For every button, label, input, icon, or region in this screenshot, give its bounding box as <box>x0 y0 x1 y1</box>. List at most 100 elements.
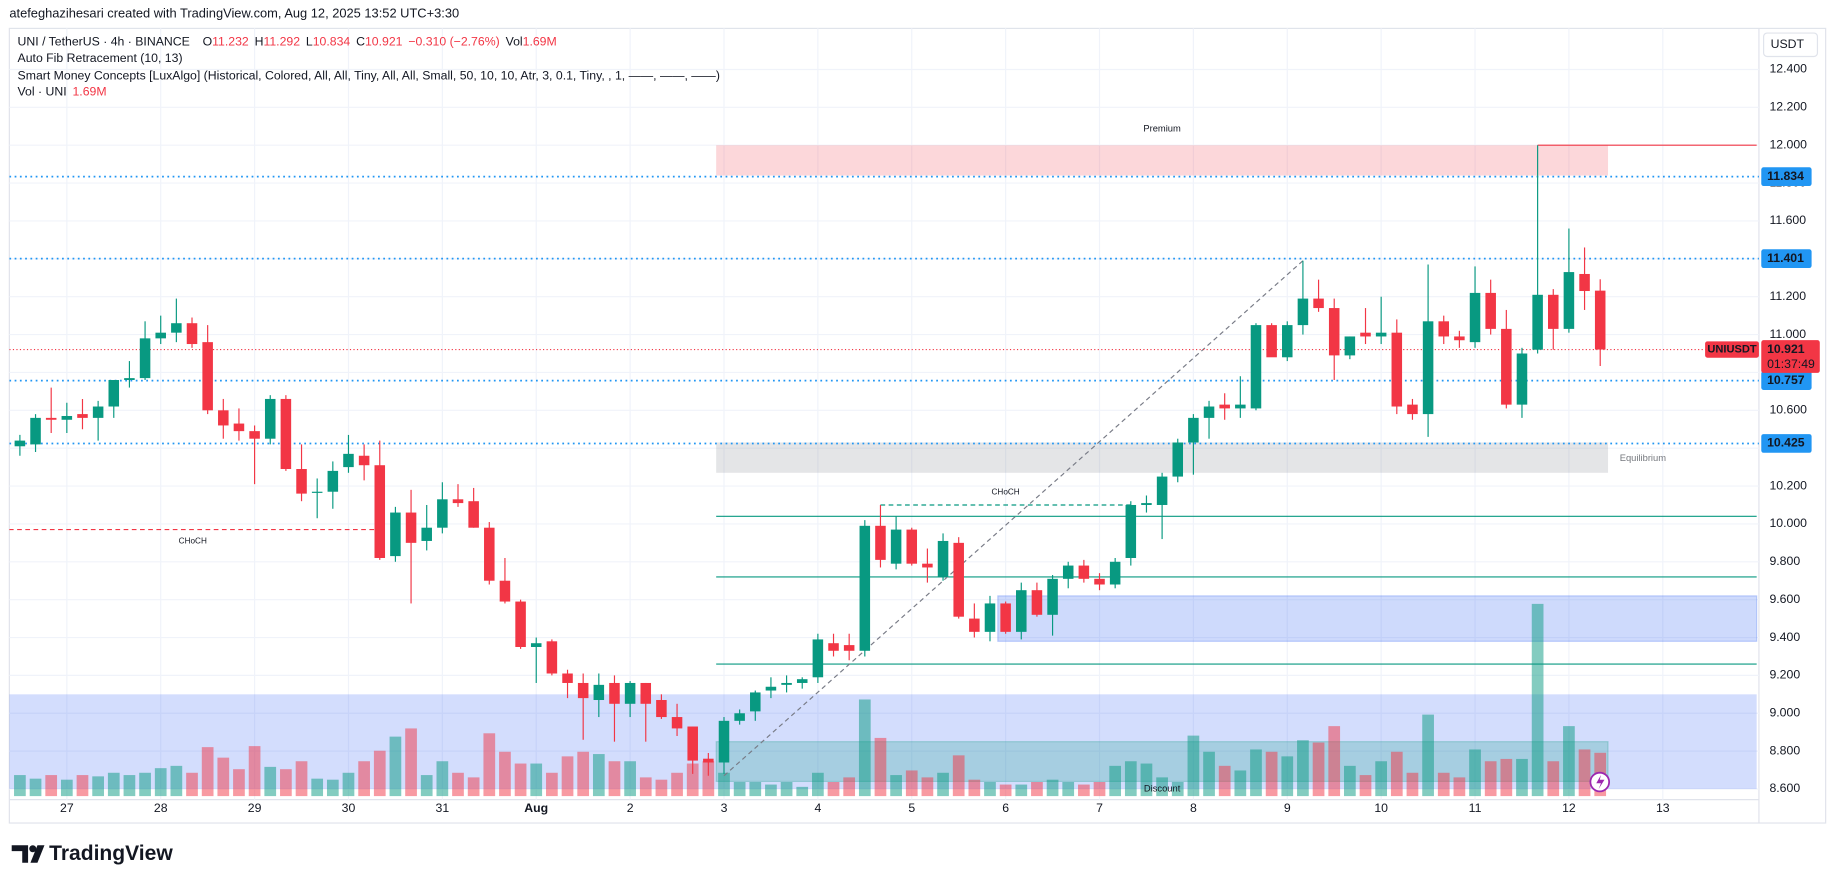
candle-body <box>358 455 370 466</box>
volume-bar <box>1437 772 1450 797</box>
candle-body <box>1516 353 1528 405</box>
volume-bar <box>561 756 574 797</box>
candle-body <box>1579 273 1590 292</box>
current-price-box <box>1761 340 1820 373</box>
volume-bar <box>1250 749 1262 797</box>
volume-bar <box>577 751 590 797</box>
volume-bar <box>1500 758 1513 797</box>
candle-body <box>1266 325 1277 358</box>
candle-body <box>1250 325 1262 409</box>
candle-body <box>1203 406 1215 418</box>
candle-body <box>1188 417 1199 443</box>
indicator[interactable]: Smart Money Concepts [LuxAlgo] (Historic… <box>18 69 720 83</box>
symbol[interactable]: UNI / TetherUS · 4h · BINANCE <box>18 35 190 49</box>
candle-body <box>640 682 652 704</box>
candle-body <box>1438 321 1450 337</box>
y-tick-label: 10.600 <box>1769 403 1807 417</box>
candle-body <box>937 540 949 577</box>
x-tick-label: 13 <box>1656 801 1670 815</box>
candle-body <box>703 758 714 763</box>
candle-body <box>374 465 386 558</box>
x-tick-label: 27 <box>60 801 74 815</box>
x-tick-label: 2 <box>627 801 634 815</box>
volume-bar <box>624 761 636 797</box>
volume-bar <box>1093 781 1106 797</box>
price-line-label: 10.757 <box>1767 373 1805 387</box>
volume-bar <box>45 775 58 797</box>
volume-bar <box>186 772 198 797</box>
x-tick-label: 12 <box>1562 801 1576 815</box>
volume-bar <box>1187 735 1200 797</box>
volume-value: 1.69M <box>523 35 557 49</box>
ohlc-label: H <box>255 35 264 49</box>
volume-bar <box>639 777 652 797</box>
currency-box[interactable] <box>1763 32 1819 58</box>
ohlc-value: 10.921 <box>365 35 403 49</box>
volume-bar <box>1171 781 1184 797</box>
candle-body <box>1594 290 1606 350</box>
candle-body <box>327 470 339 492</box>
change: −0.310 (−2.76%) <box>408 35 499 49</box>
volume-bar <box>1062 781 1075 797</box>
candle-body <box>1313 298 1324 309</box>
chart-frame <box>8 27 1827 824</box>
candle-body <box>1219 404 1230 409</box>
candle-body <box>922 563 933 568</box>
candle-body <box>1109 561 1121 585</box>
volume-bar <box>1469 749 1481 797</box>
candle-body <box>92 406 104 418</box>
volume-pane <box>14 603 1607 797</box>
volume-bar <box>1031 781 1043 797</box>
volume-bar <box>608 761 621 797</box>
y-tick-label: 8.600 <box>1769 781 1800 795</box>
volume-bar <box>1312 742 1325 797</box>
candle-body <box>1016 590 1027 632</box>
volume-legend[interactable]: Vol · UNI 1.69M <box>18 85 107 99</box>
candle-body <box>155 332 166 339</box>
candle-body <box>734 713 745 721</box>
candle-body <box>264 398 276 439</box>
candle-body <box>1360 332 1371 337</box>
x-tick-label: 30 <box>342 801 356 815</box>
alert-icon-bolt <box>1596 775 1605 790</box>
volume-bar <box>217 757 230 797</box>
ohlc-value: 10.834 <box>313 35 351 49</box>
volume-bar <box>1078 784 1090 797</box>
candle-body <box>1469 292 1481 343</box>
price-line-box <box>1761 371 1812 390</box>
x-tick-label: 7 <box>1096 801 1103 815</box>
candle-body <box>499 580 511 602</box>
candle-body <box>969 618 980 632</box>
candle-body <box>671 717 683 729</box>
volume-label: Vol <box>506 35 523 49</box>
volume-bar <box>921 777 934 797</box>
price-line-box <box>1761 167 1812 187</box>
volume-bar <box>483 733 496 797</box>
credit: atefeghazihesari created with TradingVie… <box>9 6 459 21</box>
volume-bar <box>373 750 386 797</box>
indicator[interactable]: Auto Fib Retracement (10, 13) <box>18 51 183 65</box>
volume-bar <box>123 775 136 797</box>
x-tick-label: 5 <box>908 801 915 815</box>
volume-bar <box>14 775 26 797</box>
zone-label: Discount <box>1144 783 1181 793</box>
volume-bar <box>1563 726 1575 797</box>
symbol-legend: UNI / TetherUS · 4h · BINANCE O11.232 H11… <box>18 35 557 49</box>
volume-bar <box>311 778 324 797</box>
candle-body <box>953 542 964 617</box>
candle-body <box>593 684 605 701</box>
candle-body <box>186 323 198 345</box>
y-tick-label: 12.400 <box>1769 62 1807 76</box>
volume-bar <box>342 772 355 797</box>
y-tick-label: 9.400 <box>1769 630 1800 644</box>
candle-body <box>1156 476 1168 505</box>
candle-body <box>218 410 229 426</box>
volume-bar <box>686 763 699 797</box>
volume-bar <box>1359 775 1372 797</box>
candle-body <box>828 643 839 651</box>
candle-body <box>1375 332 1387 337</box>
candle-body <box>280 398 292 470</box>
symbol-box <box>1705 341 1759 358</box>
volume-bar <box>1140 763 1153 797</box>
candle-body <box>171 323 182 333</box>
